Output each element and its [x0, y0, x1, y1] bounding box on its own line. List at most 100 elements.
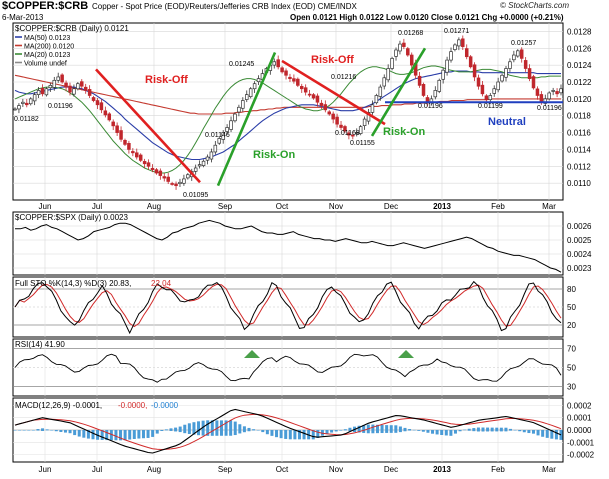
candle-body — [166, 176, 170, 182]
candle-body — [99, 102, 104, 111]
candle-body — [123, 139, 127, 145]
macd-histogram-bar — [325, 430, 329, 434]
candle-body — [146, 162, 151, 167]
price-point-label: 0.01196 — [537, 105, 562, 112]
candle-body — [335, 116, 339, 125]
candle-body — [76, 83, 80, 90]
macd-histogram-bar — [527, 430, 531, 434]
candle-body — [245, 94, 249, 100]
price-point-label: 0.01257 — [511, 40, 536, 47]
annotation-label: Risk-Off — [311, 54, 354, 66]
candle-body — [40, 88, 45, 95]
macd-histogram-bar — [375, 424, 379, 434]
candle-body — [178, 181, 182, 184]
price-y-tick-label: 0.0120 — [567, 95, 592, 104]
candle-body — [72, 88, 76, 95]
macd-histogram-bar — [132, 430, 136, 439]
trend-line — [95, 68, 201, 184]
legend-label: Volume undef — [24, 61, 67, 68]
macd-histogram-bar — [27, 430, 31, 431]
stochastic-panel-title: Full STO %K(14,3) %D(3) 20.83, — [15, 279, 131, 288]
candle-body — [248, 88, 253, 98]
macd-y-tick-label: -0.0001 — [567, 438, 595, 447]
macd-histogram-bar — [394, 425, 398, 433]
macd-histogram-bar — [288, 430, 292, 440]
macd-histogram-bar — [128, 430, 132, 440]
copper-spx-panel-frame — [12, 211, 564, 276]
macd-histogram-bar — [486, 427, 490, 432]
macd-histogram-bar — [261, 430, 265, 433]
candle-body — [182, 178, 186, 184]
candle-body — [170, 183, 174, 185]
macd-histogram-bar — [270, 430, 274, 436]
candle-body — [237, 106, 241, 113]
price-x-axis-label: 2013 — [433, 202, 451, 211]
candle-body — [512, 54, 516, 61]
rsi-line — [14, 353, 562, 383]
macd-histogram-bar — [192, 422, 196, 435]
candle-body — [296, 78, 300, 86]
header-date: 6-Mar-2013 — [2, 13, 44, 22]
macd-histogram-bar — [155, 430, 159, 434]
candle-body — [28, 98, 33, 105]
price-x-axis-label: Oct — [276, 202, 289, 211]
macd-histogram-bar — [431, 430, 435, 434]
candle-body — [480, 84, 485, 95]
candle-body — [299, 86, 304, 90]
candle-body — [406, 48, 410, 56]
candle-body — [354, 132, 359, 135]
price-x-axis-label: Dec — [384, 202, 398, 211]
price-point-label: 0.01095 — [183, 192, 208, 199]
macd-histogram-bar — [242, 426, 246, 433]
macd-histogram-bar — [403, 427, 407, 432]
price-y-tick-label: 0.0112 — [567, 162, 591, 171]
macd-histogram-bar — [233, 421, 237, 436]
candle-body — [484, 95, 489, 101]
candle-body — [225, 127, 229, 132]
candle-body — [351, 134, 355, 137]
macd-histogram-bar — [330, 430, 334, 433]
price-point-label: 0.01268 — [398, 30, 423, 37]
candle-body — [197, 164, 202, 167]
stochastic-k-line — [14, 280, 562, 335]
legend-label: MA(20) 0.0123 — [24, 52, 70, 59]
macd-histogram-bar — [68, 430, 72, 434]
price-point-label: 0.01245 — [229, 61, 254, 68]
candle-body — [131, 151, 135, 154]
annotation-label: Risk-On — [383, 126, 425, 138]
candle-body — [103, 110, 108, 116]
candle-body — [559, 88, 563, 94]
price-point-label: 0.01196 — [48, 103, 73, 110]
macd-histogram-bar — [238, 424, 242, 434]
candle-body — [91, 97, 96, 101]
candle-body — [119, 130, 123, 140]
macd-histogram-bar — [463, 429, 467, 431]
macd-histogram-bar — [279, 430, 283, 439]
price-point-label: 0.01196 — [418, 103, 443, 110]
candle-body — [382, 77, 386, 87]
copper-spx-panel-title: $COPPER:$SPX (Daily) 0.0023 — [15, 213, 128, 222]
rsi-y-tick-label: 30 — [567, 383, 576, 392]
macd-histogram-bar — [348, 427, 352, 432]
stochastic-y-tick-label: 50 — [567, 303, 576, 312]
macd-histogram-bar — [476, 427, 480, 432]
price-x-axis-label: Jun — [39, 202, 52, 211]
candle-body — [135, 152, 139, 158]
candle-body — [555, 91, 559, 95]
candle-body — [107, 113, 112, 121]
macd-histogram-bar — [146, 430, 150, 438]
price-point-label: 0.01146 — [205, 132, 230, 139]
macd-histogram-bar — [421, 430, 425, 432]
candle-body — [433, 90, 438, 98]
candle-body — [535, 88, 540, 96]
macd-histogram-bar — [357, 425, 361, 433]
candle-body — [496, 81, 500, 91]
candle-body — [44, 88, 49, 96]
header-ohlc: Open 0.0121 High 0.0122 Low 0.0120 Close… — [290, 13, 564, 22]
macd-histogram-bar — [137, 430, 141, 439]
candle-body — [48, 85, 53, 89]
macd-panel-title: MACD(12,26,9) -0.0001, — [15, 401, 102, 410]
candle-body — [347, 132, 351, 136]
price-y-tick-label: 0.0124 — [567, 61, 592, 70]
